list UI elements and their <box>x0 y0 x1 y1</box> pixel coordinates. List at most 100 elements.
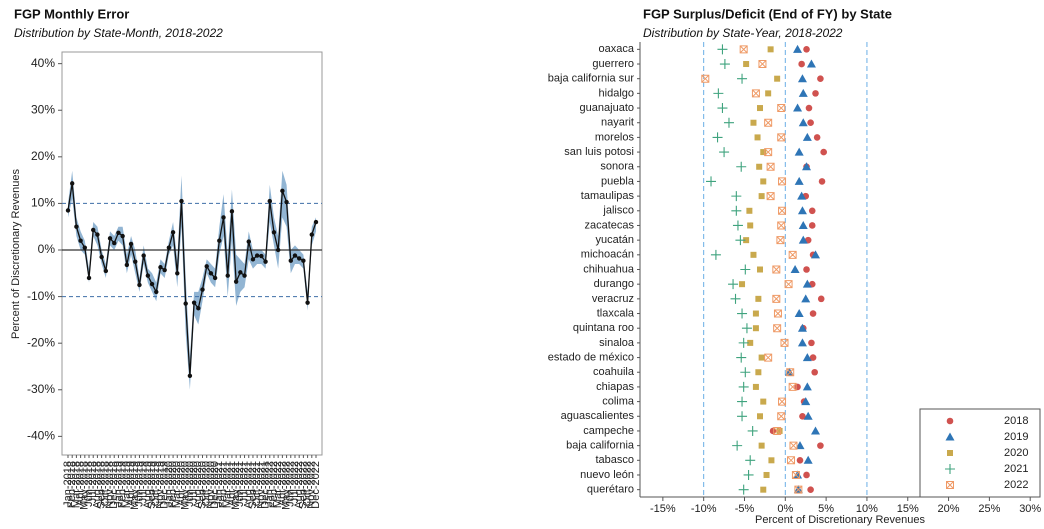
point <box>225 273 230 278</box>
point <box>263 259 268 264</box>
point <box>233 279 239 284</box>
point <box>284 199 289 205</box>
dot <box>764 118 773 127</box>
dot <box>802 382 812 391</box>
y-tick-label: nuevo león <box>580 469 634 481</box>
dot <box>773 324 782 333</box>
dot <box>745 455 756 466</box>
point <box>267 198 272 204</box>
legend-label: 2021 <box>1004 463 1028 475</box>
legend-label: 2022 <box>1004 479 1028 491</box>
dot <box>765 90 772 97</box>
x-tick-label: 25% <box>978 503 1000 515</box>
dot <box>756 163 763 170</box>
dot <box>738 381 749 392</box>
x-tick-label: Jan-2019 <box>112 461 124 507</box>
dot <box>802 353 812 362</box>
point <box>116 230 121 235</box>
x-tick-label: Mar-2019 <box>121 461 133 508</box>
x-tick-label: -15% <box>650 503 676 515</box>
dot <box>763 471 770 478</box>
point <box>204 264 209 269</box>
dot <box>772 265 781 274</box>
dot <box>760 398 767 405</box>
y-tick-label: baja california <box>566 440 635 452</box>
dot <box>809 354 817 361</box>
dot <box>760 486 767 493</box>
point <box>149 281 155 287</box>
dot <box>812 90 819 97</box>
y-tick-label: coahuila <box>593 366 635 378</box>
point <box>187 373 193 378</box>
dot <box>773 309 782 318</box>
dot <box>758 442 765 449</box>
dot <box>794 309 804 318</box>
legend-label: 2020 <box>1004 447 1028 459</box>
legend-label: 2018 <box>1004 415 1028 427</box>
dot <box>755 369 762 376</box>
point <box>74 224 79 229</box>
dot <box>805 104 813 112</box>
y-tick-label: nayarit <box>601 117 634 129</box>
x-tick-label: Nov-2019 <box>154 461 166 509</box>
y-tick-label: campeche <box>583 425 634 437</box>
dot <box>803 411 813 420</box>
y-tick-label: -30% <box>27 382 55 396</box>
point <box>86 275 92 281</box>
x-tick-label: Apr-2020 <box>175 461 187 506</box>
x-tick-label: 0% <box>777 503 793 515</box>
dot <box>731 191 742 202</box>
dot <box>717 103 728 114</box>
point <box>179 198 184 204</box>
point <box>208 271 214 276</box>
dot <box>764 353 773 362</box>
legend-marker <box>945 432 955 441</box>
dot <box>798 60 805 68</box>
dot <box>701 74 710 83</box>
dot <box>739 45 748 54</box>
dot <box>794 485 803 494</box>
dot <box>772 294 781 303</box>
y-tick-label: quintana roo <box>573 322 634 334</box>
dot <box>794 147 804 156</box>
dot <box>735 235 746 246</box>
point <box>313 219 319 225</box>
x-tick-label: Oct-2022 <box>301 461 313 506</box>
x-tick-label: Jul-2020 <box>188 461 200 503</box>
y-tick-label: colima <box>602 396 635 408</box>
x-tick-label: Jan-2021 <box>213 461 225 507</box>
dot <box>793 103 803 112</box>
dot <box>747 425 758 436</box>
dot <box>713 88 724 99</box>
dot <box>736 352 747 363</box>
point <box>103 268 109 274</box>
dot <box>750 119 757 126</box>
point <box>120 233 125 239</box>
x-tick-label: May-2020 <box>180 461 192 510</box>
dot <box>797 323 807 332</box>
point <box>280 188 285 194</box>
x-tick-label: Feb-2020 <box>167 461 179 508</box>
y-tick-label: zacatecas <box>584 219 634 231</box>
x-tick-label: Jul-2019 <box>138 461 150 503</box>
dot <box>817 442 824 449</box>
point <box>137 282 142 288</box>
point <box>200 287 205 292</box>
legend-marker <box>945 464 955 474</box>
y-tick-label: morelos <box>595 131 635 143</box>
x-tick-label: -10% <box>691 503 717 515</box>
dot <box>755 295 762 302</box>
x-tick-label: Nov-2022 <box>306 461 318 509</box>
dot <box>807 119 814 127</box>
dot <box>798 235 808 244</box>
dot <box>738 337 749 348</box>
point <box>78 238 83 243</box>
dot <box>797 191 807 200</box>
dot <box>801 397 811 406</box>
point <box>292 253 298 258</box>
dot <box>811 426 821 435</box>
x-tick-label: Feb-2019 <box>117 461 129 508</box>
dot <box>808 222 816 229</box>
point <box>221 215 226 220</box>
x-tick-label: Oct-2018 <box>100 461 112 506</box>
